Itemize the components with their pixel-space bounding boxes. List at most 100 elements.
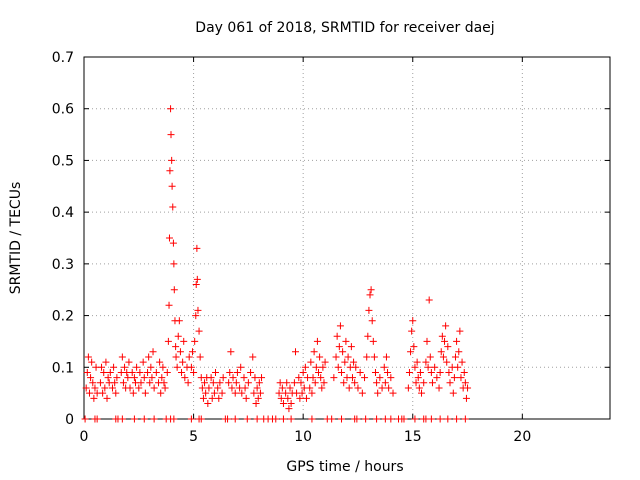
data-point [214, 384, 222, 392]
data-point [193, 244, 201, 252]
data-point [351, 379, 359, 387]
data-point [197, 415, 205, 423]
data-point [382, 353, 390, 361]
data-point [328, 415, 336, 423]
data-point [247, 368, 255, 376]
data-point [113, 374, 121, 382]
data-point [165, 301, 173, 309]
data-point [297, 379, 305, 387]
data-point [290, 379, 298, 387]
data-point [356, 368, 364, 376]
data-point [319, 363, 327, 371]
data-point [83, 368, 91, 376]
data-point [210, 389, 218, 397]
data-point [130, 374, 138, 382]
data-point [103, 394, 111, 402]
data-point [404, 384, 412, 392]
data-point [405, 368, 413, 376]
data-point [445, 368, 453, 376]
data-point [175, 317, 183, 325]
data-point [334, 363, 342, 371]
grid-lines [84, 57, 610, 419]
data-point [125, 358, 133, 366]
data-point [231, 389, 239, 397]
data-point [89, 379, 97, 387]
data-point [365, 306, 373, 314]
data-point [87, 374, 95, 382]
data-point [140, 374, 148, 382]
data-point [184, 379, 192, 387]
data-point [160, 379, 168, 387]
data-point [128, 368, 136, 376]
data-point [136, 368, 144, 376]
data-point [275, 389, 283, 397]
data-point [106, 368, 114, 376]
data-point [461, 415, 469, 423]
data-point [373, 379, 381, 387]
data-point [295, 374, 303, 382]
y-tick-label: 0.3 [52, 257, 74, 273]
data-point [96, 379, 104, 387]
data-point [90, 394, 98, 402]
data-point [456, 327, 464, 335]
data-point [173, 363, 181, 371]
data-point [238, 389, 246, 397]
data-point [193, 275, 201, 283]
data-point [178, 368, 186, 376]
data-point [170, 415, 178, 423]
data-point [198, 384, 206, 392]
data-point [240, 374, 248, 382]
data-point [219, 374, 227, 382]
data-point [381, 379, 389, 387]
data-point [187, 415, 195, 423]
data-point [453, 415, 461, 423]
data-point [250, 389, 258, 397]
data-point [144, 368, 152, 376]
data-point [431, 363, 439, 371]
data-point [348, 374, 356, 382]
data-point [455, 348, 463, 356]
data-point [81, 415, 89, 423]
data-point [460, 368, 468, 376]
data-point [121, 363, 129, 371]
data-point [427, 368, 435, 376]
data-point [317, 374, 325, 382]
data-point [414, 374, 422, 382]
data-point [283, 379, 291, 387]
data-point [156, 358, 164, 366]
data-point [188, 348, 196, 356]
data-point [310, 348, 318, 356]
data-point [254, 394, 262, 402]
data-point [251, 374, 259, 382]
y-tick-label: 0.6 [52, 102, 74, 118]
data-point [358, 389, 366, 397]
data-point [176, 348, 184, 356]
data-point [164, 337, 172, 345]
data-point [216, 379, 224, 387]
data-point [389, 389, 397, 397]
data-point [112, 389, 120, 397]
data-point [364, 332, 372, 340]
data-point [99, 389, 107, 397]
data-point [353, 415, 361, 423]
data-point [167, 105, 175, 113]
data-point [443, 358, 451, 366]
data-point [321, 358, 329, 366]
data-point [312, 363, 320, 371]
data-point [302, 394, 310, 402]
data-point [287, 399, 295, 407]
data-point [286, 384, 294, 392]
data-point [133, 363, 141, 371]
data-point [191, 337, 199, 345]
y-axis-label: SRMTID / TECUs [8, 182, 24, 295]
data-point [168, 182, 176, 190]
data-point [88, 358, 96, 366]
data-point [102, 358, 110, 366]
data-point [387, 415, 395, 423]
data-point [370, 353, 378, 361]
data-point [461, 379, 469, 387]
data-point [341, 358, 349, 366]
data-point [362, 415, 370, 423]
data-point [385, 384, 393, 392]
